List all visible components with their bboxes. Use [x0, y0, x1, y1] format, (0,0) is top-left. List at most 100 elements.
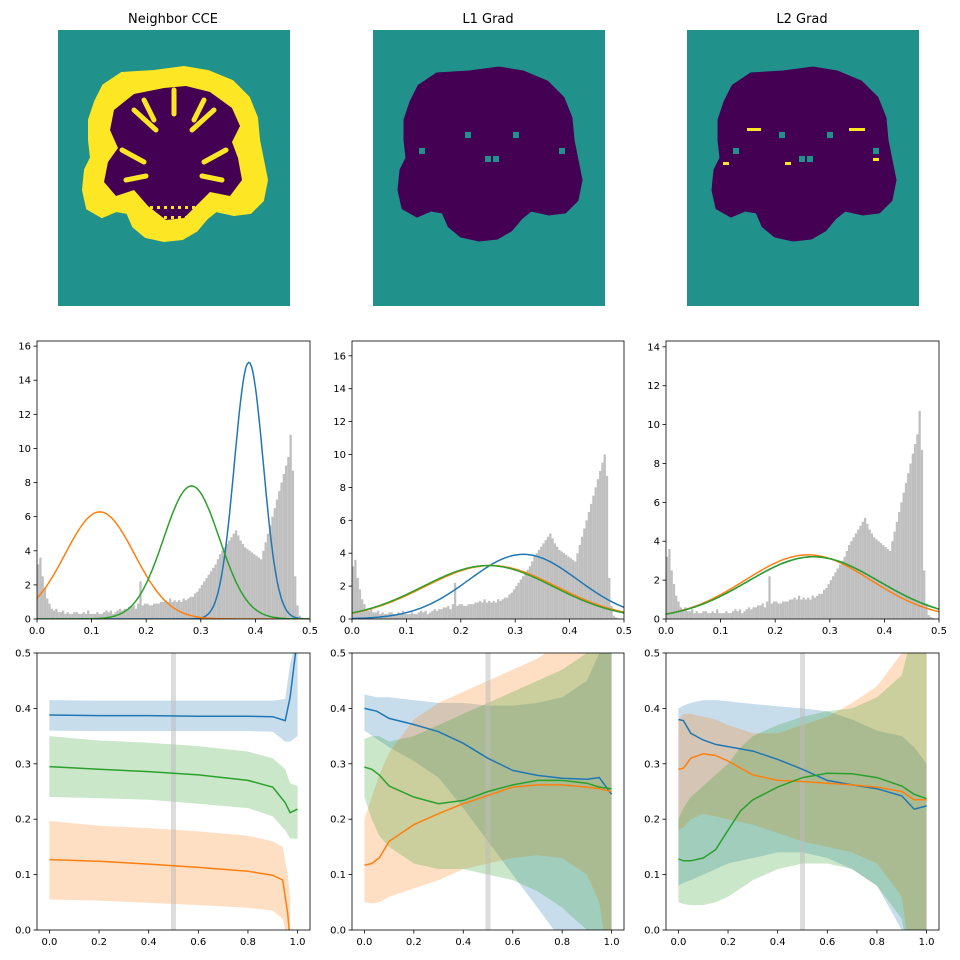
histogram-bar	[508, 594, 511, 619]
histogram-bar	[775, 601, 778, 619]
histogram-bar	[77, 613, 81, 619]
histogram-bar	[549, 533, 552, 619]
histogram-bar	[768, 576, 771, 619]
histogram-bar	[392, 614, 396, 619]
histogram-bar	[544, 540, 547, 619]
histogram-bar	[720, 613, 723, 619]
y-tick-label: 0.4	[330, 704, 346, 715]
histogram-bar	[422, 612, 425, 619]
series-line-orange	[678, 753, 927, 801]
axes-frame	[351, 652, 625, 931]
histogram-bar	[275, 499, 279, 619]
histogram-bar	[754, 607, 757, 619]
histogram-bar	[153, 603, 156, 619]
histogram-bar	[553, 543, 556, 619]
axes-frame	[665, 652, 940, 931]
brain-slice-image-l2	[687, 30, 919, 306]
histogram-bar	[137, 603, 140, 619]
histogram-bar	[725, 611, 728, 619]
histogram-bar	[205, 578, 208, 619]
histogram-bar	[367, 610, 371, 619]
histogram-bar	[447, 605, 450, 619]
histogram-bar	[255, 555, 258, 619]
x-tick-label: 0.4	[455, 937, 471, 948]
x-tick-label: 0.0	[344, 626, 360, 637]
histogram-bar	[173, 600, 176, 619]
histogram-bar	[80, 613, 83, 619]
histogram-bar	[793, 597, 796, 619]
histogram-bar	[248, 550, 251, 619]
speckle	[171, 216, 174, 219]
histogram-bar	[546, 536, 550, 619]
sulcus-mark	[199, 173, 225, 183]
histogram-bar	[358, 589, 362, 619]
histogram-bar	[702, 611, 705, 619]
histogram-bar	[741, 613, 744, 619]
histogram-bar	[55, 608, 58, 619]
y-tick-label: 10	[18, 444, 31, 455]
histogram-bar	[216, 559, 219, 619]
histogram-bar	[100, 613, 103, 619]
y-tick-label: 0.3	[644, 759, 660, 770]
histogram-bar	[820, 593, 823, 619]
x-tick-label: 0.2	[453, 626, 469, 637]
histogram-bar	[483, 599, 486, 619]
histogram-bar	[150, 605, 154, 619]
histogram-bar	[531, 561, 534, 619]
histogram-bar	[800, 599, 803, 619]
histogram-bar	[223, 547, 226, 619]
series-line-orange	[37, 511, 310, 619]
gap-pixel	[779, 132, 785, 138]
axes-frame	[351, 340, 625, 620]
y-tick-label: 12	[18, 410, 31, 421]
speckle	[192, 216, 195, 219]
histogram-bar	[528, 566, 532, 619]
histogram-bar	[920, 449, 924, 619]
x-tick-label: 0.8	[240, 937, 256, 948]
histogram-bar	[454, 582, 457, 619]
histogram-bar	[271, 516, 274, 619]
histogram-bar	[189, 596, 192, 619]
panel-title-cce: Neighbor CCE	[128, 12, 218, 27]
x-tick-label: 1.0	[604, 937, 620, 948]
histogram-bar	[250, 552, 254, 619]
sulcus-mark	[141, 97, 157, 123]
histogram-bar	[716, 609, 719, 619]
histogram-bar	[900, 502, 903, 619]
histogram-bar	[838, 564, 842, 619]
x-tick-label: 0.4	[247, 626, 263, 637]
histogram-bar	[752, 607, 755, 619]
panel-title-l2: L2 Grad	[776, 12, 827, 27]
histogram-bar	[916, 434, 919, 619]
histogram-bar	[420, 610, 423, 619]
histogram-bar	[198, 588, 201, 619]
x-tick-label: 1.0	[290, 937, 306, 948]
histogram-bar	[825, 587, 828, 619]
histogram-bar	[141, 605, 144, 619]
x-tick-label: 0.6	[819, 937, 835, 948]
histogram-bar	[745, 609, 748, 619]
histogram-bar	[429, 612, 432, 619]
histogram-bar	[738, 609, 742, 619]
x-tick-label: 0.8	[869, 937, 885, 948]
histogram-bar	[727, 613, 730, 619]
histogram-bar	[52, 610, 56, 619]
histogram-bar	[121, 610, 124, 619]
x-tick-label: 0.2	[406, 937, 422, 948]
y-tick-label: 0.2	[330, 815, 346, 826]
histogram-bar	[166, 601, 169, 619]
gap-pixel	[873, 148, 879, 154]
histogram-bar	[57, 612, 60, 619]
speckle	[150, 206, 153, 209]
histogram-bar	[782, 601, 785, 619]
histogram-bar	[413, 614, 416, 619]
histogram-bar	[834, 572, 837, 619]
histogram-bar	[458, 604, 461, 619]
trajectory-chart-l2: 0.0 0.2 0.4 0.6 0.8 1.0 0.0 0.1 0.2 0.3 0.4 0.5	[644, 649, 940, 948]
histogram-bar	[888, 550, 892, 619]
histogram-bar	[585, 520, 588, 619]
plot-area	[49, 653, 298, 930]
histogram-bar	[408, 614, 411, 619]
histogram-bar	[442, 607, 445, 619]
histogram-bar	[929, 617, 933, 619]
